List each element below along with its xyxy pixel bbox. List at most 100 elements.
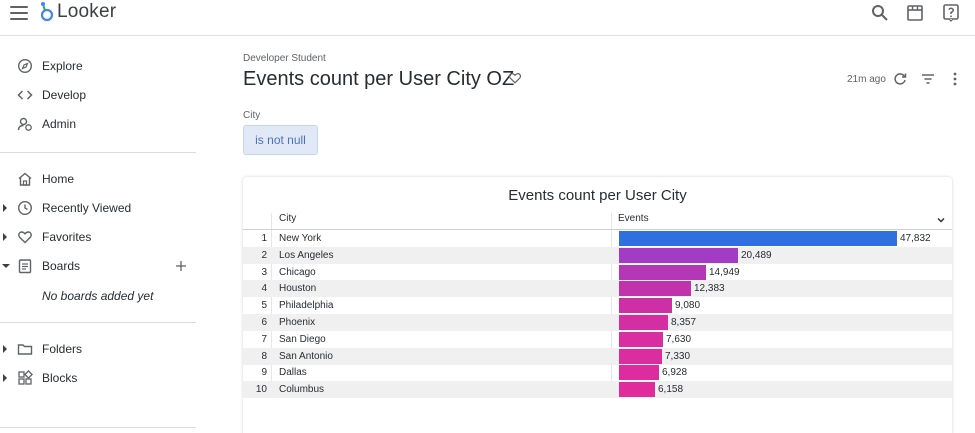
events-bar — [619, 264, 706, 280]
events-value-label: 7,630 — [666, 333, 692, 345]
menu-icon[interactable] — [10, 6, 28, 20]
city-cell[interactable]: San Antonio — [279, 350, 333, 362]
admin-icon — [17, 116, 33, 132]
events-value-label: 12,383 — [694, 283, 725, 295]
visualization-tile: Events count per User City City Events 1… — [243, 177, 952, 433]
events-bar — [619, 231, 897, 246]
sidebar-item-admin[interactable]: Admin — [0, 112, 196, 136]
table-row[interactable]: 3 Chicago 14,949 — [243, 264, 952, 281]
sidebar-item-blocks[interactable]: Blocks — [0, 366, 196, 390]
home-icon — [17, 171, 33, 187]
sidebar-item-label: Admin — [42, 117, 77, 131]
expand-caret-icon[interactable] — [3, 233, 7, 241]
row-number: 9 — [261, 367, 267, 379]
city-cell[interactable]: San Diego — [279, 333, 326, 345]
expand-caret-icon[interactable] — [3, 374, 7, 382]
table-row[interactable]: 4 Houston 12,383 — [243, 280, 952, 298]
events-value-label: 14,949 — [709, 266, 740, 278]
table-row[interactable]: 1 New York 47,832 — [243, 230, 952, 247]
favorite-heart-icon[interactable] — [508, 71, 522, 85]
looker-logo[interactable]: Looker — [40, 0, 116, 24]
sidebar-item-label: Folders — [42, 342, 83, 356]
sidebar-item-folders[interactable]: Folders — [0, 337, 196, 361]
events-value-label: 47,832 — [900, 233, 931, 244]
city-cell[interactable]: Los Angeles — [279, 249, 334, 261]
events-value-label: 9,080 — [675, 300, 701, 312]
row-number: 3 — [261, 266, 267, 278]
events-value-label: 8,357 — [671, 317, 697, 328]
table-row[interactable]: 7 San Diego 7,630 — [243, 331, 952, 348]
sidebar-divider — [0, 322, 196, 323]
sidebar-item-label: Develop — [42, 88, 87, 102]
events-bar — [619, 331, 663, 347]
filter-label: City — [243, 110, 261, 121]
breadcrumb[interactable]: Developer Student — [243, 53, 326, 64]
app-name: Looker — [57, 1, 117, 22]
column-separator — [271, 213, 272, 395]
table-row[interactable]: 9 Dallas 6,928 — [243, 364, 952, 381]
sidebar-divider — [0, 427, 196, 428]
boards-empty-message: No boards added yet — [42, 289, 154, 303]
events-bar — [619, 348, 662, 364]
folder-icon — [17, 341, 33, 357]
sidebar-item-label: Blocks — [42, 371, 78, 385]
sidebar-item-explore[interactable]: Explore — [0, 54, 196, 78]
refresh-icon[interactable] — [892, 71, 908, 87]
table-row[interactable]: 8 San Antonio 7,330 — [243, 347, 952, 365]
city-cell[interactable]: Columbus — [279, 384, 325, 396]
help-icon[interactable] — [940, 2, 962, 24]
events-value-label: 6,928 — [662, 367, 688, 379]
sidebar-divider — [0, 152, 196, 153]
sidebar-item-favorites[interactable]: Favorites — [0, 225, 196, 249]
events-bar — [619, 382, 655, 398]
expand-caret-icon[interactable] — [3, 204, 7, 212]
sort-chevron-icon[interactable] — [936, 215, 946, 225]
table-row[interactable]: 2 Los Angeles 20,489 — [243, 246, 952, 264]
sidebar-item-recently-viewed[interactable]: Recently Viewed — [0, 196, 196, 220]
events-bar — [619, 247, 738, 263]
row-number: 2 — [261, 249, 267, 261]
sidebar-item-develop[interactable]: Develop — [0, 83, 196, 107]
column-header-city[interactable]: City — [279, 213, 297, 224]
heart-icon — [17, 229, 33, 245]
sidebar-item-boards[interactable]: Boards — [0, 254, 196, 278]
blocks-icon — [17, 370, 33, 386]
row-number: 5 — [261, 300, 267, 312]
events-bar — [619, 315, 668, 330]
sidebar-item-label: Explore — [42, 59, 83, 73]
city-cell[interactable]: Philadelphia — [279, 300, 334, 312]
row-number: 7 — [261, 333, 267, 345]
compass-icon — [17, 58, 33, 74]
sidebar-item-label: Boards — [42, 259, 81, 273]
marketplace-icon[interactable] — [904, 2, 926, 24]
header-divider — [243, 229, 952, 230]
more-options-icon[interactable] — [947, 71, 963, 87]
city-cell[interactable]: New York — [279, 233, 322, 244]
city-cell[interactable]: Houston — [279, 283, 317, 295]
table-row[interactable]: 10 Columbus 6,158 — [243, 381, 952, 399]
table-row[interactable]: 5 Philadelphia 9,080 — [243, 297, 952, 314]
events-bar — [619, 298, 672, 314]
city-cell[interactable]: Chicago — [279, 266, 316, 278]
filter-value: is not null — [255, 133, 306, 147]
column-header-events[interactable]: Events — [618, 213, 649, 224]
sidebar-item-home[interactable]: Home — [0, 167, 196, 191]
column-separator — [611, 213, 612, 395]
sidebar-item-label: Recently Viewed — [42, 201, 132, 215]
add-board-icon[interactable] — [175, 260, 187, 272]
sidebar-item-label: Favorites — [42, 230, 92, 244]
search-icon[interactable] — [869, 2, 891, 24]
tile-title: Events count per User City — [508, 187, 687, 204]
city-filter-button[interactable]: is not null — [243, 125, 318, 155]
events-value-label: 20,489 — [741, 249, 772, 261]
clock-icon — [17, 200, 33, 216]
city-cell[interactable]: Phoenix — [279, 317, 316, 328]
filter-icon[interactable] — [920, 71, 936, 87]
collapse-caret-icon[interactable] — [2, 264, 10, 268]
board-icon — [17, 258, 33, 274]
table-row[interactable]: 6 Phoenix 8,357 — [243, 314, 952, 331]
sidebar: Explore Develop Admin Home Recently View… — [0, 37, 196, 433]
city-cell[interactable]: Dallas — [279, 367, 307, 379]
top-bar: Looker — [0, 0, 975, 36]
expand-caret-icon[interactable] — [3, 345, 7, 353]
